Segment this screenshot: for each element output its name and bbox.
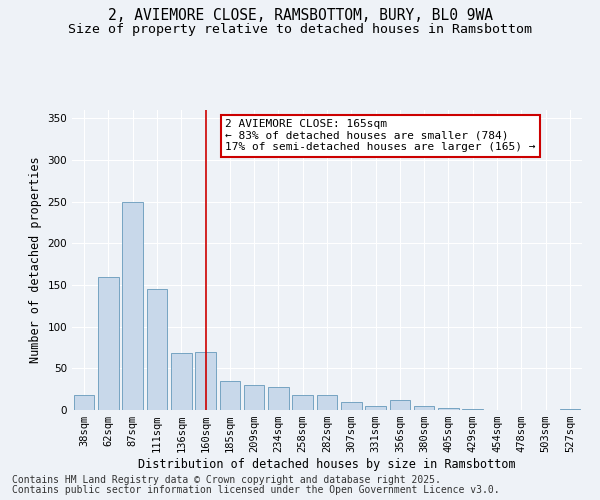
Bar — [74, 395, 94, 410]
Bar — [414, 406, 434, 410]
Bar — [438, 408, 459, 410]
Bar — [146, 289, 167, 410]
X-axis label: Distribution of detached houses by size in Ramsbottom: Distribution of detached houses by size … — [138, 458, 516, 471]
Bar — [317, 395, 337, 410]
Bar — [195, 352, 216, 410]
Text: Size of property relative to detached houses in Ramsbottom: Size of property relative to detached ho… — [68, 22, 532, 36]
Bar — [171, 354, 191, 410]
Text: 2 AVIEMORE CLOSE: 165sqm
← 83% of detached houses are smaller (784)
17% of semi-: 2 AVIEMORE CLOSE: 165sqm ← 83% of detach… — [225, 119, 536, 152]
Bar — [122, 202, 143, 410]
Text: Contains public sector information licensed under the Open Government Licence v3: Contains public sector information licen… — [12, 485, 500, 495]
Bar — [98, 276, 119, 410]
Bar — [463, 409, 483, 410]
Bar — [220, 381, 240, 410]
Bar — [292, 395, 313, 410]
Y-axis label: Number of detached properties: Number of detached properties — [29, 156, 42, 364]
Text: Contains HM Land Registry data © Crown copyright and database right 2025.: Contains HM Land Registry data © Crown c… — [12, 475, 441, 485]
Bar — [244, 385, 265, 410]
Bar — [268, 386, 289, 410]
Bar — [560, 409, 580, 410]
Bar — [365, 406, 386, 410]
Text: 2, AVIEMORE CLOSE, RAMSBOTTOM, BURY, BL0 9WA: 2, AVIEMORE CLOSE, RAMSBOTTOM, BURY, BL0… — [107, 8, 493, 22]
Bar — [341, 402, 362, 410]
Bar — [389, 400, 410, 410]
